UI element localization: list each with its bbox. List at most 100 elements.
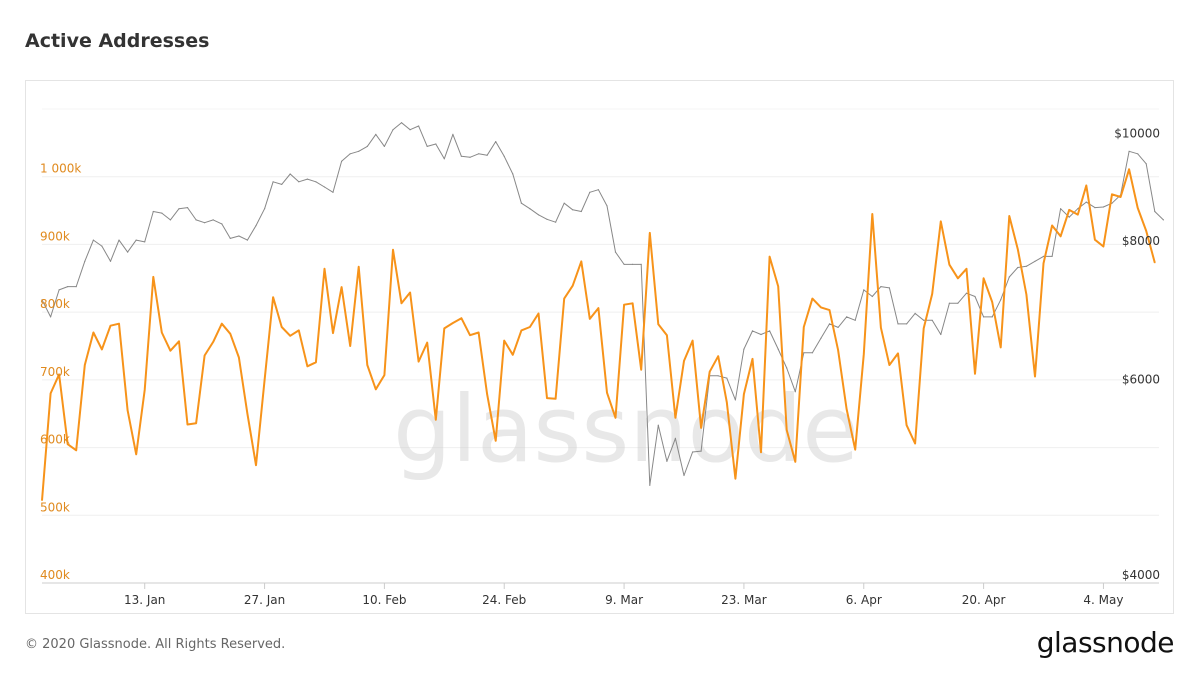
active-addresses-point [264,379,266,381]
price-point [580,210,582,213]
price-point [888,287,891,289]
active-addresses-point [1154,262,1156,264]
price-point [75,286,77,288]
active-addresses-point [940,220,942,222]
right-tick-label: $4000 [1122,568,1160,582]
price-point [1000,299,1002,301]
x-tick-label: 4. May [1083,593,1123,607]
price-point [289,173,291,175]
left-tick-label: 400k [40,568,70,582]
active-addresses-point [118,323,120,325]
right-axis-ticks: $4000 $6000 $8000 $10000 [1114,127,1160,582]
active-addresses-point [1102,245,1104,248]
left-tick-label: 800k [40,297,70,311]
active-addresses-point [272,296,274,298]
left-tick-label: 700k [40,365,70,379]
active-addresses-point [478,331,480,334]
active-addresses-point [409,291,411,294]
active-addresses-point [135,453,137,455]
active-addresses-point [563,298,565,300]
price-point [238,235,240,237]
price-point [204,222,206,224]
x-tick-label: 13. Jan [124,593,165,607]
price-point [520,202,522,204]
price-point [897,323,899,325]
price-point [469,156,471,158]
active-addresses-point [204,354,206,357]
price-point [443,158,445,160]
active-addresses-point [657,323,659,325]
price-point [1017,266,1019,269]
price-point [281,183,283,185]
price-point [820,337,822,339]
active-addresses-point [1094,239,1096,241]
right-tick-label: $6000 [1122,373,1160,387]
price-point [692,451,694,453]
active-addresses-point [811,298,814,300]
x-axis-ticks: 13. Jan 27. Jan 10. Feb 24. Feb 9. Mar 23. Ma… [42,582,1159,607]
active-addresses-point [914,442,916,445]
price-point [674,437,677,439]
active-addresses-point [50,392,52,394]
price-point [332,191,334,193]
active-addresses-point [674,417,677,419]
price-point [880,286,882,288]
active-addresses-point [597,307,600,309]
active-addresses-point [435,419,437,421]
active-addresses-point [760,451,762,453]
price-point [786,367,788,369]
active-addresses-point [1000,346,1002,348]
price-point [811,352,814,354]
price-point [1068,216,1070,218]
price-point [563,202,565,204]
active-addresses-point [923,327,925,329]
copyright-footer: © 2020 Glassnode. All Rights Reserved. [25,637,286,652]
active-addresses-point [1051,224,1053,227]
active-addresses-point [255,464,257,466]
active-addresses-point [469,334,471,336]
price-point [906,323,908,325]
active-addresses-point [41,499,43,501]
active-addresses-point [366,364,368,366]
price-point [529,208,531,210]
active-addresses-point [400,302,403,304]
price-point [264,208,266,210]
price-point [358,150,360,152]
right-tick-label: $10000 [1114,127,1160,141]
price-point [1051,255,1053,257]
price-point [67,286,69,288]
price-point [50,316,52,318]
active-addresses-point [820,306,822,308]
left-tick-label: 1 000k [40,162,81,176]
active-addresses-point [349,345,351,347]
active-addresses-point [443,327,445,329]
active-addresses-point [1042,262,1045,264]
price-point [186,207,189,209]
price-point [229,237,231,239]
price-point [460,155,462,157]
active-addresses-point [281,326,283,328]
price-point [272,181,274,183]
price-point [717,375,719,377]
price-point [144,241,146,243]
active-addresses-point [632,302,634,304]
x-tick-label: 9. Mar [605,593,643,607]
active-addresses-point [392,249,394,251]
active-addresses-point [948,264,951,266]
active-addresses-point [906,424,908,426]
active-addresses-point [897,352,899,354]
left-tick-label: 900k [40,229,70,243]
active-addresses-point [144,389,146,391]
price-point [58,289,60,291]
price-point [1102,206,1104,208]
price-point [734,399,737,401]
active-addresses-point [1034,375,1036,378]
left-tick-label: 500k [40,500,70,514]
price-point [392,129,394,131]
price-point [940,333,942,336]
price-point [221,223,223,225]
active-addresses-point [152,276,154,278]
glassnode-logo[interactable]: glassnode [1036,626,1175,659]
active-addresses-point [1060,235,1062,237]
active-addresses-point [503,340,505,342]
